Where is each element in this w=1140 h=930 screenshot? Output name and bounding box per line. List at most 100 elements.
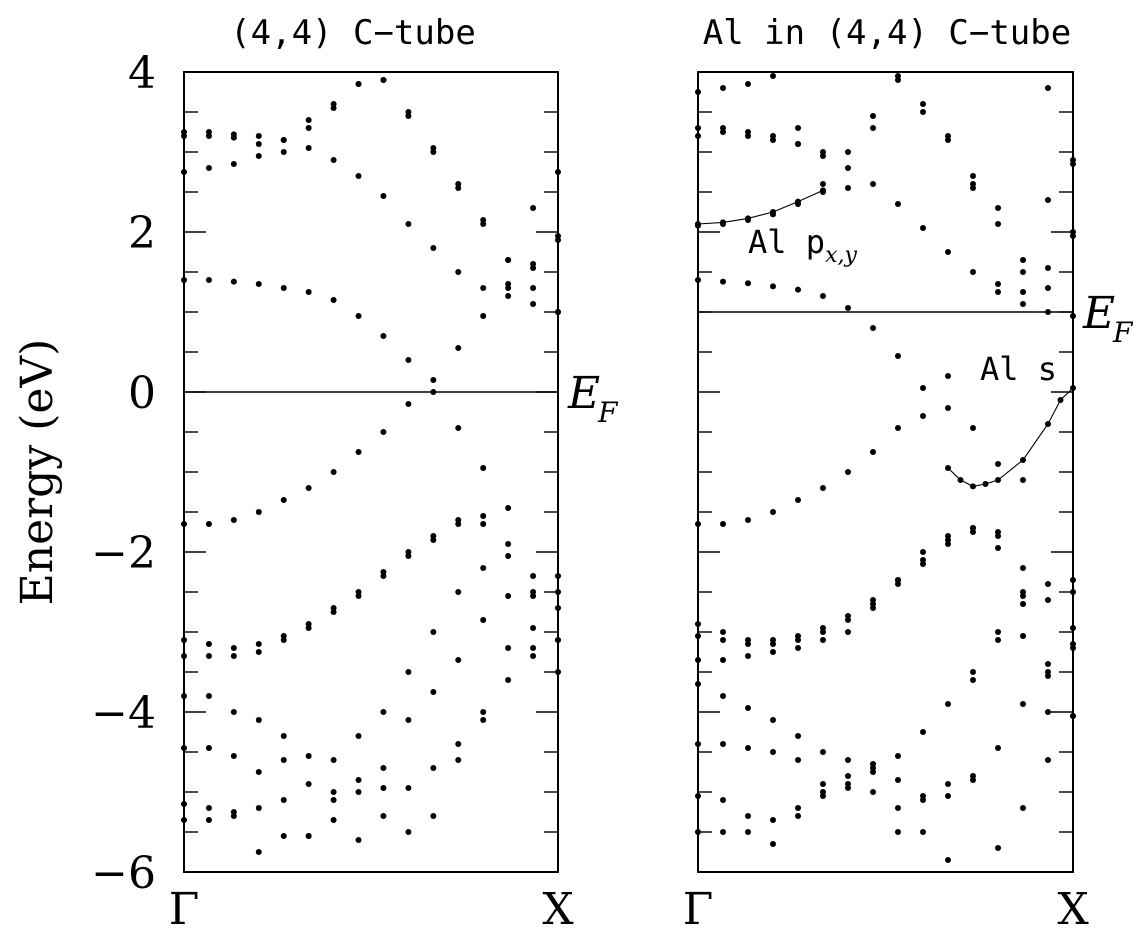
band-point: [1044, 309, 1051, 315]
band-point: [795, 286, 802, 293]
plot-frame: [183, 71, 559, 873]
band-point: [770, 717, 776, 723]
band-point: [380, 813, 387, 819]
tick-marks: [184, 71, 558, 873]
band-point: [405, 717, 412, 723]
band-point: [819, 485, 826, 491]
band-point: [695, 633, 701, 639]
y-tick-label-0: 0: [128, 368, 156, 419]
band-point: [330, 817, 337, 823]
band-point: [720, 521, 727, 527]
band-point: [430, 765, 437, 771]
band-point: [255, 805, 262, 811]
band-point: [920, 413, 926, 419]
panel-pristine-tube: (4,4) C−tube E F Γ X: [169, 13, 619, 930]
x-tick-x: X: [1057, 884, 1089, 930]
band-point: [720, 85, 727, 91]
band-point: [770, 137, 776, 143]
band-point: [894, 425, 901, 431]
band-point: [330, 757, 337, 763]
band-point: [181, 801, 187, 807]
band-point: [480, 709, 487, 715]
band-point: [969, 669, 976, 675]
band-point: [355, 777, 362, 783]
band-point: [695, 657, 701, 663]
annotation-al-pxy-main: Al p: [748, 223, 825, 261]
band-point: [230, 161, 237, 167]
fermi-level-label: E F: [1082, 288, 1134, 349]
band-point: [1020, 257, 1027, 263]
band-points: [181, 77, 561, 855]
band-point: [181, 693, 187, 699]
band-point: [894, 77, 901, 83]
band-point: [530, 653, 537, 659]
band-point: [205, 165, 212, 171]
band-point: [205, 521, 212, 527]
band-point: [405, 553, 412, 559]
band-line-0: [697, 189, 824, 225]
band-point: [894, 777, 901, 783]
band-point: [870, 449, 877, 455]
band-point: [1044, 85, 1051, 91]
band-point: [255, 717, 262, 723]
band-point: [720, 637, 727, 643]
band-point: [530, 301, 537, 307]
band-point: [945, 701, 952, 707]
band-point: [405, 829, 412, 835]
band-point: [695, 741, 701, 747]
band-point: [430, 629, 437, 635]
band-point: [770, 509, 776, 515]
band-point: [695, 521, 701, 527]
band-point: [920, 829, 926, 835]
band-point: [255, 849, 262, 855]
band-point: [845, 149, 851, 155]
band-point: [255, 649, 262, 655]
band-point: [995, 845, 1001, 851]
band-point: [380, 765, 387, 771]
panel-al-in-tube: Al in (4,4) C−tube E F Al px,y Al s Γ X: [683, 13, 1134, 930]
band-point: [969, 181, 976, 187]
band-point: [795, 805, 802, 811]
band-point: [305, 485, 312, 491]
band-point: [430, 245, 437, 251]
band-point: [1070, 589, 1076, 595]
band-point: [405, 221, 412, 227]
band-point: [969, 483, 976, 490]
band-point: [230, 517, 237, 523]
band-point: [969, 525, 976, 531]
band-point: [744, 829, 751, 835]
panel-title: Al in (4,4) C−tube: [703, 13, 1071, 53]
band-point: [330, 157, 337, 163]
band-point: [995, 205, 1001, 211]
band-point: [945, 405, 952, 411]
band-point: [505, 645, 512, 651]
band-point: [1044, 421, 1051, 427]
band-point: [380, 193, 387, 199]
band-point: [945, 373, 952, 379]
band-point: [480, 513, 487, 519]
band-point: [330, 297, 337, 303]
band-point: [1020, 805, 1027, 811]
band-point: [920, 225, 926, 231]
band-point: [355, 81, 362, 87]
band-point: [255, 769, 262, 775]
band-point: [1070, 641, 1076, 647]
band-point: [255, 153, 262, 159]
band-point: [819, 181, 826, 187]
band-point: [305, 625, 312, 631]
band-point: [205, 277, 212, 283]
band-point: [1044, 285, 1051, 291]
band-point: [1057, 397, 1064, 403]
band-point: [530, 205, 537, 211]
band-point: [555, 169, 561, 175]
band-point: [455, 657, 462, 663]
band-point: [894, 201, 901, 207]
band-point: [305, 833, 312, 839]
band-point: [795, 201, 802, 207]
band-line-2: [947, 387, 1074, 487]
band-point: [770, 73, 776, 79]
band-point: [1044, 197, 1051, 203]
band-point: [455, 345, 462, 351]
band-point: [1020, 289, 1027, 295]
band-point: [255, 281, 262, 287]
